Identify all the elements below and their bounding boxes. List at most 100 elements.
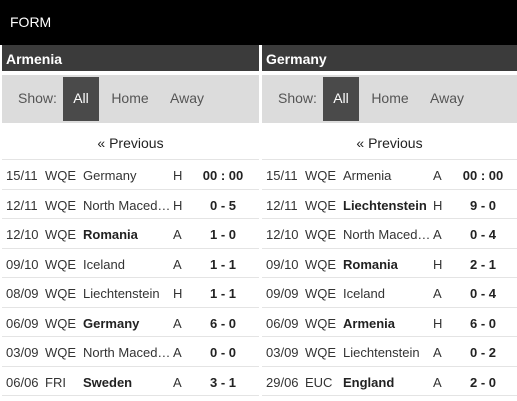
match-row[interactable]: 29/06 EUC England A 2 - 0 bbox=[262, 367, 517, 396]
filter-home-button[interactable]: Home bbox=[111, 90, 149, 106]
home-away-indicator: H bbox=[433, 256, 443, 272]
match-row[interactable]: 15/11 WQE Armenia A 00 : 00 bbox=[262, 160, 517, 190]
home-away-indicator: A bbox=[433, 286, 442, 301]
competition: WQE bbox=[45, 197, 77, 213]
filter-all-button[interactable]: All bbox=[63, 77, 99, 121]
match-score: 0 - 4 bbox=[469, 227, 496, 242]
match-row[interactable]: 12/11 WQE North MacedoniaH 0 - 5 bbox=[2, 190, 259, 219]
competition: WQE bbox=[305, 168, 337, 183]
match-list: 15/11 WQE Germany H 00 : 00 12/11 WQE North Mac… bbox=[2, 159, 259, 396]
match-list: 15/11 WQE Armenia A 00 : 00 12/11 WQE Liechtens… bbox=[262, 159, 517, 396]
match-score: 0 - 0 bbox=[209, 345, 236, 360]
opponent-name: England bbox=[343, 374, 395, 390]
match-row[interactable]: 08/09 WQE Liechtenstein H 1 - 1 bbox=[2, 278, 259, 308]
filter-bar: Show: All Home Away bbox=[2, 75, 259, 123]
opponent-name: Germany bbox=[83, 315, 140, 331]
competition: WQE bbox=[305, 345, 337, 360]
competition: WQE bbox=[305, 286, 337, 301]
match-date: 09/10 bbox=[266, 256, 299, 272]
match-score: 1 - 1 bbox=[209, 256, 236, 272]
filter-away-button[interactable]: Away bbox=[430, 90, 464, 106]
competition: WQE bbox=[305, 315, 337, 331]
match-score: 0 - 2 bbox=[469, 345, 496, 360]
match-row[interactable]: 06/09 WQE Germany A 6 - 0 bbox=[2, 308, 259, 337]
team-panel-home: Armenia Show: All Home Away « Previous 1… bbox=[2, 45, 259, 396]
match-date: 08/09 bbox=[6, 286, 39, 301]
home-away-indicator: A bbox=[173, 256, 182, 272]
competition: WQE bbox=[45, 315, 77, 331]
match-score: 6 - 0 bbox=[209, 315, 236, 331]
match-score: 1 - 1 bbox=[209, 286, 236, 301]
match-row[interactable]: 12/11 WQE Liechtenstein H 9 - 0 bbox=[262, 190, 517, 219]
filter-away-button[interactable]: Away bbox=[170, 90, 204, 106]
opponent-name: Armenia bbox=[343, 168, 392, 183]
competition: WQE bbox=[305, 256, 337, 272]
opponent-name: North Macedonia bbox=[83, 345, 171, 360]
team-name: Armenia bbox=[2, 45, 259, 71]
competition: WQE bbox=[45, 256, 77, 272]
competition: WQE bbox=[305, 197, 337, 213]
match-date: 15/11 bbox=[6, 168, 38, 183]
home-away-indicator: A bbox=[173, 374, 182, 390]
match-score: 0 - 4 bbox=[469, 286, 496, 301]
match-score: 2 - 1 bbox=[469, 256, 496, 272]
show-label: Show: bbox=[278, 90, 317, 106]
competition: WQE bbox=[45, 286, 77, 301]
filter-all-button[interactable]: All bbox=[323, 77, 359, 121]
match-score: 00 : 00 bbox=[202, 168, 244, 183]
match-date: 06/09 bbox=[6, 315, 39, 331]
opponent-name: Liechtenstein bbox=[343, 197, 427, 213]
home-away-indicator: A bbox=[173, 227, 182, 242]
home-away-indicator: H bbox=[173, 197, 183, 213]
match-score: 6 - 0 bbox=[469, 315, 496, 331]
home-away-indicator: H bbox=[433, 315, 443, 331]
match-row[interactable]: 09/10 WQE Iceland A 1 - 1 bbox=[2, 249, 259, 278]
opponent-name: Iceland bbox=[83, 256, 125, 272]
match-row[interactable]: 12/10 WQE Romania A 1 - 0 bbox=[2, 219, 259, 249]
match-score: 0 - 5 bbox=[209, 197, 236, 213]
match-row[interactable]: 09/09 WQE Iceland A 0 - 4 bbox=[262, 278, 517, 308]
form-header-bar: FORM bbox=[0, 0, 517, 45]
match-row[interactable]: 03/09 WQE North MacedoniaA 0 - 0 bbox=[2, 337, 259, 367]
previous-link[interactable]: « Previous bbox=[97, 135, 164, 151]
match-row[interactable]: 15/11 WQE Germany H 00 : 00 bbox=[2, 160, 259, 190]
match-date: 12/11 bbox=[6, 197, 38, 213]
match-row[interactable]: 06/09 WQE Armenia H 6 - 0 bbox=[262, 308, 517, 337]
match-row[interactable]: 03/09 WQE Liechtenstein A 0 - 2 bbox=[262, 337, 517, 367]
home-away-indicator: H bbox=[433, 197, 443, 213]
home-away-indicator: A bbox=[433, 227, 442, 242]
previous-link[interactable]: « Previous bbox=[356, 135, 423, 151]
match-score: 1 - 0 bbox=[209, 227, 236, 242]
form-title: FORM bbox=[10, 14, 52, 30]
match-date: 06/06 bbox=[6, 374, 39, 390]
filter-home-button[interactable]: Home bbox=[371, 90, 409, 106]
competition: WQE bbox=[45, 168, 77, 183]
team-name: Germany bbox=[262, 45, 517, 71]
competition: EUC bbox=[305, 374, 333, 390]
competition: WQE bbox=[45, 345, 77, 360]
competition: WQE bbox=[305, 227, 337, 242]
match-score: 9 - 0 bbox=[469, 197, 496, 213]
match-row[interactable]: 12/10 WQE North MacedoniaA 0 - 4 bbox=[262, 219, 517, 249]
home-away-indicator: H bbox=[173, 168, 183, 183]
match-date: 06/09 bbox=[266, 315, 299, 331]
match-row[interactable]: 09/10 WQE Romania H 2 - 1 bbox=[262, 249, 517, 278]
opponent-name: Sweden bbox=[83, 374, 133, 390]
team-panel-away: Germany Show: All Home Away « Previous 1… bbox=[262, 45, 517, 396]
match-date: 12/11 bbox=[266, 197, 298, 213]
match-row[interactable]: 06/06 FRI Sweden A 3 - 1 bbox=[2, 367, 259, 396]
filter-bar: Show: All Home Away bbox=[262, 75, 517, 123]
home-away-indicator: A bbox=[433, 374, 442, 390]
opponent-name: Romania bbox=[83, 227, 138, 242]
match-date: 15/11 bbox=[266, 168, 298, 183]
competition: FRI bbox=[45, 374, 66, 390]
home-away-indicator: A bbox=[173, 345, 182, 360]
match-score: 3 - 1 bbox=[209, 374, 236, 390]
opponent-name: Liechtenstein bbox=[83, 286, 160, 301]
competition: WQE bbox=[45, 227, 77, 242]
opponent-name: Romania bbox=[343, 256, 398, 272]
opponent-name: Liechtenstein bbox=[343, 345, 420, 360]
match-date: 09/09 bbox=[266, 286, 299, 301]
show-label: Show: bbox=[18, 90, 57, 106]
opponent-name: North Macedonia bbox=[343, 227, 431, 242]
